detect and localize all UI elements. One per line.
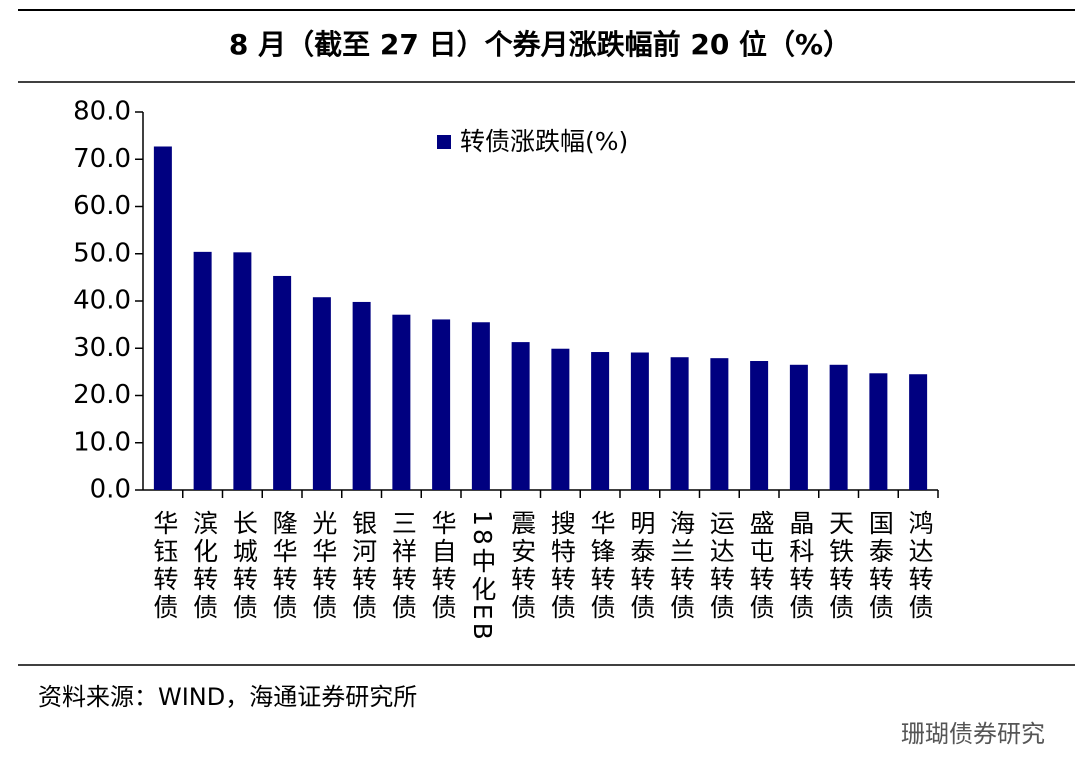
legend-swatch xyxy=(437,135,451,149)
bar xyxy=(670,357,689,490)
bar xyxy=(511,342,530,490)
bar xyxy=(710,358,729,490)
x-tick-label: 滨化转债 xyxy=(190,510,219,622)
x-tick-label: 银河转债 xyxy=(349,510,378,622)
bar xyxy=(352,301,371,490)
bar xyxy=(829,364,848,490)
bar xyxy=(193,251,212,490)
watermark: 珊瑚债券研究 xyxy=(901,720,1045,748)
bar xyxy=(630,352,649,490)
x-tick-label: 运达转债 xyxy=(706,510,735,622)
x-tick-label: 晶科转债 xyxy=(786,510,815,622)
source: 资料来源：WIND，海通证券研究所 xyxy=(38,683,417,711)
x-tick-label: 海兰转债 xyxy=(667,510,696,622)
x-tick-label: 搜特转债 xyxy=(547,510,576,622)
y-tick-label: 70.0 xyxy=(73,144,131,174)
y-tick-label: 80.0 xyxy=(73,97,131,127)
y-tick-label: 20.0 xyxy=(73,380,131,410)
y-tick-label: 0.0 xyxy=(90,475,131,505)
chart-title: 8 月（截至 27 日）个券月涨跌幅前 20 位（%） xyxy=(229,28,851,61)
bar xyxy=(909,374,928,490)
y-tick-label: 30.0 xyxy=(73,333,131,363)
bar xyxy=(591,352,610,490)
x-tick-label: 天铁转债 xyxy=(826,510,855,622)
bar xyxy=(869,373,888,490)
legend-label: 转债涨跌幅(%) xyxy=(460,127,628,156)
y-tick-label: 60.0 xyxy=(73,191,131,221)
x-tick-label: 华锋转债 xyxy=(587,510,616,622)
bar xyxy=(471,322,490,490)
bar xyxy=(153,146,172,490)
y-tick-label: 40.0 xyxy=(73,286,131,316)
bar xyxy=(750,361,769,490)
bar xyxy=(392,314,411,490)
x-tick-label: 华钰转债 xyxy=(150,510,179,622)
x-tick-label: 光华转债 xyxy=(309,510,338,622)
bar xyxy=(273,275,292,490)
x-tick-label: 隆华转债 xyxy=(269,510,298,622)
y-tick-label: 10.0 xyxy=(73,427,131,457)
bar xyxy=(432,319,451,490)
x-tick-label: 华自转债 xyxy=(428,510,457,622)
x-tick-label: 鸿达转债 xyxy=(905,510,934,622)
x-tick-label: 国泰转债 xyxy=(865,510,894,622)
bar xyxy=(789,364,808,490)
bar xyxy=(312,297,331,490)
y-tick-label: 50.0 xyxy=(73,238,131,268)
x-tick-label: 三祥转债 xyxy=(388,510,417,622)
x-tick-label: 18中化EB xyxy=(468,510,497,643)
x-tick-label: 盛屯转债 xyxy=(746,510,775,622)
x-tick-label: 震安转债 xyxy=(508,510,537,622)
bar xyxy=(233,252,252,490)
bar xyxy=(551,348,570,490)
x-tick-label: 明泰转债 xyxy=(627,510,656,622)
x-tick-label: 长城转债 xyxy=(229,510,258,622)
